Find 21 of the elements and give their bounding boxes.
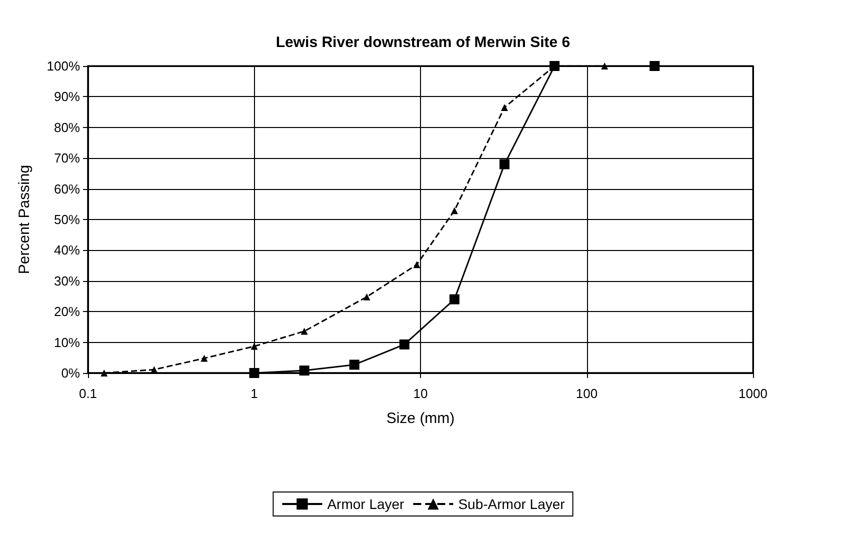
legend-label: Sub-Armor Layer (458, 496, 566, 512)
y-tick-label: 90% (54, 89, 80, 104)
y-tick-label: 100% (46, 58, 80, 74)
y-tick-label: 80% (54, 120, 80, 135)
y-axis-title: Percent Passing (16, 164, 33, 274)
y-tick-label: 20% (54, 304, 80, 320)
chart-title: Lewis River downstream of Merwin Site 6 (276, 34, 570, 51)
y-tick-label: 0% (61, 366, 80, 380)
x-tick-label: 0.1 (78, 386, 98, 401)
y-tick-label: 70% (54, 150, 80, 166)
y-tick-label: 60% (54, 181, 80, 196)
y-tick-label: 50% (54, 212, 80, 227)
x-tick-label: 100 (576, 386, 598, 401)
x-tick-label: 10 (413, 386, 428, 401)
x-tick-label: 1 (250, 386, 258, 401)
y-tick-label: 30% (54, 273, 80, 288)
legend-label: Armor Layer (327, 496, 405, 512)
y-tick-label: 40% (54, 242, 80, 258)
x-tick-label: 1000 (738, 386, 768, 401)
x-axis-title: Size (mm) (386, 410, 455, 427)
y-tick-label: 10% (54, 334, 80, 350)
